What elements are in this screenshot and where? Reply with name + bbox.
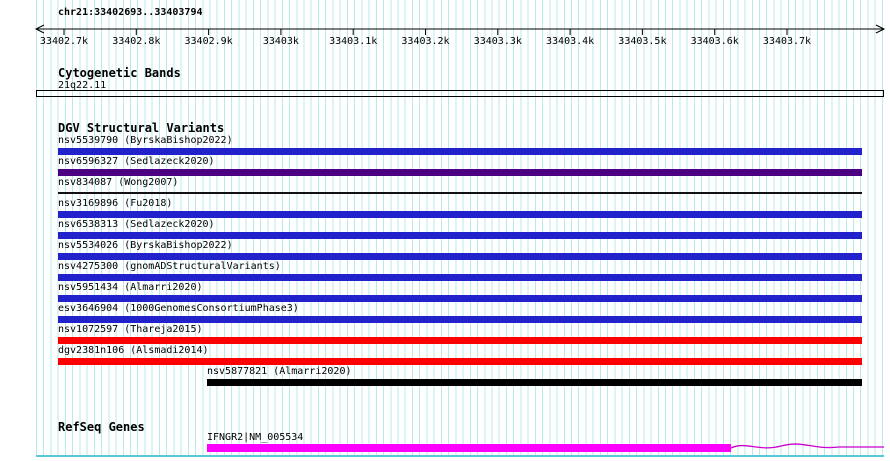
ruler-tick-label: 33402.7k bbox=[39, 36, 89, 47]
cytoband-label: 21q22.11 bbox=[58, 80, 107, 91]
variant-label[interactable]: nsv5951434 (Almarri2020) bbox=[58, 282, 203, 293]
ruler-tick-label: 33403.7k bbox=[762, 36, 812, 47]
ruler-tick-label: 33403.6k bbox=[690, 36, 739, 47]
section-title-cytogenetic-bands: Cytogenetic Bands bbox=[58, 66, 181, 80]
variant-label[interactable]: nsv4275300 (gnomADStructuralVariants) bbox=[58, 261, 281, 272]
variant-bar[interactable] bbox=[58, 274, 862, 281]
variant-bar[interactable] bbox=[58, 148, 862, 155]
variant-bar[interactable] bbox=[207, 379, 862, 386]
variant-label[interactable]: nsv1072597 (Thareja2015) bbox=[58, 324, 203, 335]
section-title-dgv-structural-variants: DGV Structural Variants bbox=[58, 121, 225, 135]
ruler-tick-label: 33403.1k bbox=[329, 36, 378, 47]
variant-label[interactable]: nsv5534026 (ByrskaBishop2022) bbox=[58, 240, 233, 251]
ruler-tick-label: 33403.4k bbox=[546, 36, 595, 47]
ruler-tick-label: 33403.3k bbox=[473, 36, 522, 47]
variant-label[interactable]: dgv2381n106 (Alsmadi2014) bbox=[58, 345, 209, 356]
region-title: chr21:33402693..33403794 bbox=[58, 7, 203, 18]
section-title-refseq-genes: RefSeq Genes bbox=[58, 420, 145, 434]
variant-label[interactable]: nsv834087 (Wong2007) bbox=[58, 177, 179, 188]
variant-bar[interactable] bbox=[58, 192, 862, 194]
variant-label[interactable]: nsv5877821 (Almarri2020) bbox=[207, 366, 352, 377]
variant-bar[interactable] bbox=[58, 358, 862, 365]
ruler-tick-label: 33403.2k bbox=[401, 36, 450, 47]
panel-bottom-border bbox=[36, 455, 884, 457]
ruler-tick-label: 33403k bbox=[262, 36, 299, 47]
ruler-tick-label: 33402.8k bbox=[112, 36, 161, 47]
variant-label[interactable]: esv3646904 (1000GenomesConsortiumPhase3) bbox=[58, 303, 299, 314]
variant-label[interactable]: nsv6596327 (Sedlazeck2020) bbox=[58, 156, 215, 167]
variant-label[interactable]: nsv6538313 (Sedlazeck2020) bbox=[58, 219, 215, 230]
variant-label[interactable]: nsv3169896 (Fu2018) bbox=[58, 198, 173, 209]
variant-bar[interactable] bbox=[58, 232, 862, 239]
variant-bar[interactable] bbox=[58, 211, 862, 218]
ruler-tick-label: 33402.9k bbox=[184, 36, 233, 47]
gene-label[interactable]: IFNGR2|NM_005534 bbox=[207, 432, 304, 443]
variant-bar[interactable] bbox=[58, 337, 862, 344]
variant-bar[interactable] bbox=[58, 295, 862, 302]
variant-bar[interactable] bbox=[58, 316, 862, 323]
cytoband-box bbox=[36, 90, 884, 97]
ruler-tick-label: 33403.5k bbox=[618, 36, 667, 47]
variant-bar[interactable] bbox=[58, 169, 862, 176]
gene-bar[interactable] bbox=[207, 444, 731, 452]
variant-label[interactable]: nsv5539790 (ByrskaBishop2022) bbox=[58, 135, 233, 146]
variant-bar[interactable] bbox=[58, 253, 862, 260]
